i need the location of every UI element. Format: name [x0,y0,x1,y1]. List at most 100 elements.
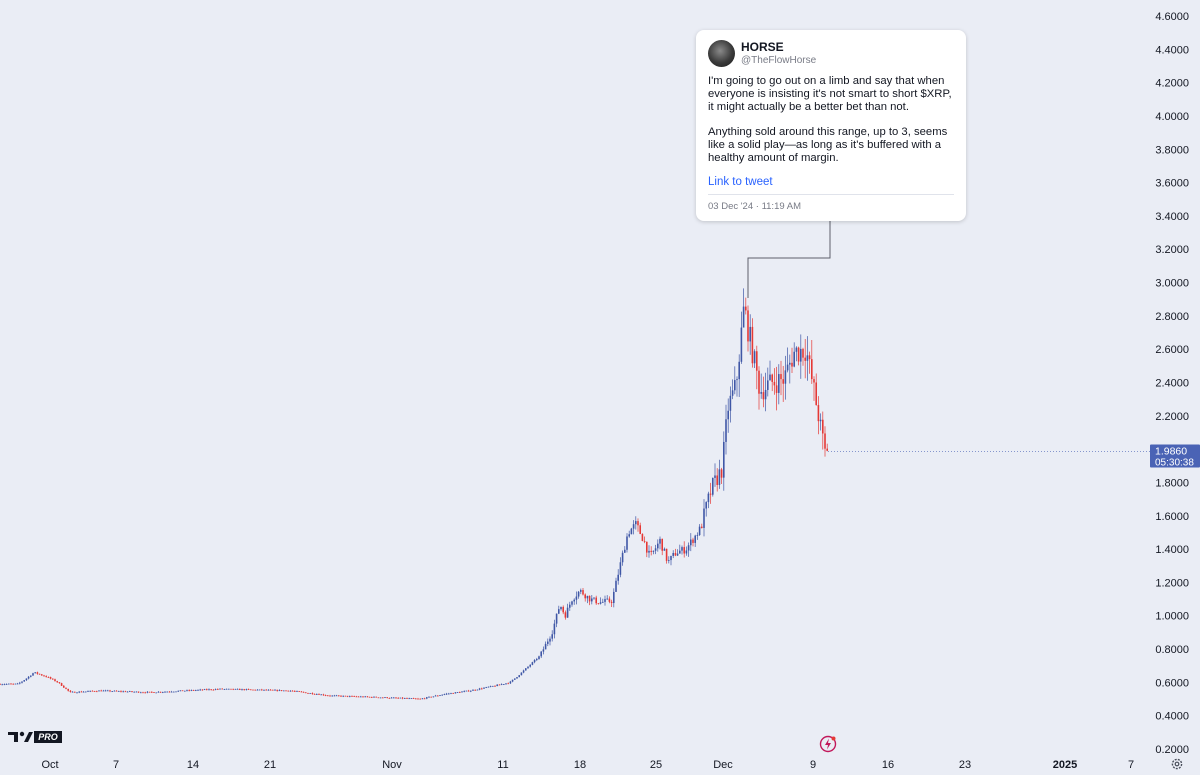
link-to-tweet[interactable]: Link to tweet [708,176,773,188]
candle [208,688,210,691]
candle [503,684,505,685]
candle [509,680,512,684]
candle [1,683,3,686]
candle-body [265,689,267,691]
candle-body [355,696,358,698]
candle-body [179,690,182,692]
candle [346,695,349,698]
candle [580,588,582,595]
candle [377,697,380,699]
candle [157,691,160,693]
candle-body [595,597,597,604]
candle-body [362,696,364,698]
candle [256,689,259,691]
candle [195,689,197,692]
candle-body [538,656,540,660]
candle-body [456,692,459,693]
candle [586,595,589,604]
candle [166,691,168,693]
candle-body [210,689,212,691]
candle-body [287,690,289,692]
candle-body [558,609,560,614]
candle [450,692,452,695]
candle-body [661,538,663,551]
candle-body [421,698,424,700]
y-tick-label: 1.6000 [1155,511,1189,523]
settings-gear-icon[interactable] [1170,757,1184,771]
candle-body [395,697,397,699]
candle [69,689,72,693]
candle-body [406,698,408,699]
candle [474,689,476,691]
candle-body [613,591,615,604]
candle-body [692,539,694,543]
candle-body [628,534,630,537]
candle-body [415,698,417,700]
candle-body [245,689,248,691]
candle-body [144,692,146,694]
candle [49,676,52,680]
candle-body [3,684,6,686]
candle-body [186,690,188,691]
tradingview-logo-icon[interactable] [8,730,64,744]
candle-body [780,374,782,380]
candle [516,676,518,679]
y-tick-label: 0.6000 [1155,677,1189,689]
candle [52,678,54,680]
candle-body [536,659,538,660]
candle-body [52,678,54,680]
candle-body [624,549,626,553]
candle [386,697,388,699]
candle [360,695,362,698]
candle-body [520,672,523,676]
candle [795,346,798,362]
candle-body [109,690,111,692]
y-tick-label: 0.8000 [1155,644,1189,656]
candle-body [54,679,56,682]
tweet-paragraph-2: Anything sold around this range, up to 3… [708,126,948,164]
avatar [708,40,735,67]
candle [520,672,523,676]
candle-body [467,690,470,692]
candle-body [206,689,208,691]
candle-body [199,689,201,691]
candle-body [736,379,738,381]
candle-body [344,695,347,697]
candle-body [824,433,826,449]
candle-body [267,689,270,691]
candle-body [98,690,100,692]
candle [320,694,322,696]
candle-body [122,691,124,693]
candle [322,693,325,696]
candle [203,688,206,691]
candle [408,697,410,700]
candle [558,605,560,615]
candle-body [751,326,754,364]
candle-body [289,690,292,692]
candle [778,364,780,405]
candle-body [38,673,41,675]
candle [813,376,815,401]
candle [808,351,811,374]
candle [555,613,558,628]
candle [650,546,652,556]
candle [489,685,492,688]
candle [291,690,294,692]
candle-body [608,598,611,602]
candle [98,690,100,692]
candle [232,688,234,691]
tweet-annotation-card[interactable]: HORSE @TheFlowHorse I'm going to go out … [696,30,966,221]
candle-body [82,691,85,693]
candle-body [333,695,336,697]
candle-body [155,692,157,694]
candle [247,688,250,691]
candle [443,693,446,696]
candle-body [470,690,472,692]
candle-body [753,351,756,364]
candle [0,683,1,685]
lightning-icon[interactable] [819,735,837,753]
candle [318,693,320,696]
y-tick-label: 4.0000 [1155,111,1189,123]
